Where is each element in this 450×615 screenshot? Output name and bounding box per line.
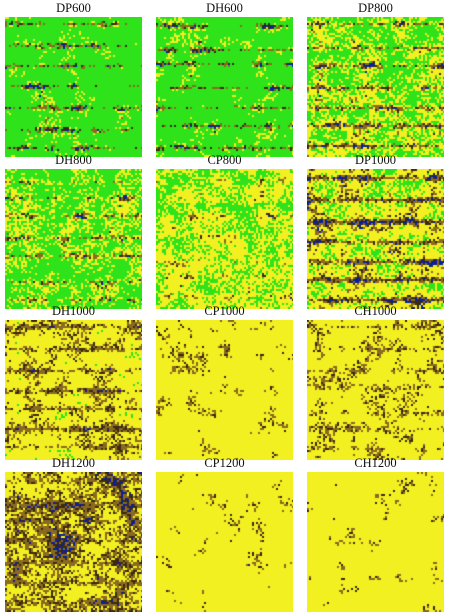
panel-ch1200: CH1200 <box>307 455 444 612</box>
classification-map <box>5 472 142 612</box>
panel-dp600: DP600 <box>5 0 142 157</box>
panel-title: DH1000 <box>51 304 96 318</box>
panel-title: DH600 <box>206 1 243 15</box>
panel-title: DP600 <box>56 1 91 15</box>
panel-cp800: CP800 <box>156 152 293 309</box>
panel-dh800: DH800 <box>5 152 142 309</box>
classification-map <box>156 472 293 612</box>
panel-dp1000: DP1000 <box>307 152 444 309</box>
classification-map <box>156 17 293 157</box>
panel-title: DP1000 <box>355 153 396 167</box>
panel-title: DP800 <box>358 1 393 15</box>
classification-map <box>307 320 444 460</box>
panel-ch1000: CH1000 <box>307 303 444 460</box>
panel-cp1000: CP1000 <box>156 303 293 460</box>
classification-map <box>307 17 444 157</box>
classification-map <box>156 320 293 460</box>
panel-title: CP800 <box>207 153 242 167</box>
panel-title: CH1000 <box>354 304 397 318</box>
panel-cp1200: CP1200 <box>156 455 293 612</box>
classification-map <box>5 17 142 157</box>
panel-title: CH1200 <box>354 456 397 470</box>
classification-map <box>307 169 444 309</box>
panel-title: DH1200 <box>51 456 96 470</box>
panel-dp800: DP800 <box>307 0 444 157</box>
classification-map <box>5 320 142 460</box>
panel-dh1000: DH1000 <box>5 303 142 460</box>
classification-map <box>307 472 444 612</box>
panel-dh1200: DH1200 <box>5 455 142 612</box>
classification-map <box>156 169 293 309</box>
classification-map <box>5 169 142 309</box>
panel-dh600: DH600 <box>156 0 293 157</box>
panel-title: CP1200 <box>204 456 245 470</box>
panel-title: DH800 <box>55 153 92 167</box>
panel-title: CP1000 <box>204 304 245 318</box>
